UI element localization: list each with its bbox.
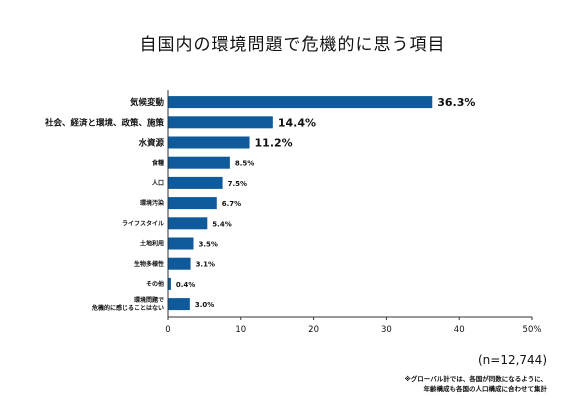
x-tick-label: 50%: [523, 325, 542, 335]
bar-value-label: 3.1%: [196, 261, 215, 269]
bar: [168, 237, 194, 250]
chart-title: 自国内の環境問題で危機的に思う項目: [139, 35, 446, 55]
bar: [168, 96, 433, 109]
bar-value-label: 8.5%: [235, 160, 254, 168]
bar-value-label: 0.4%: [176, 281, 195, 289]
bar-value-label: 6.7%: [222, 200, 241, 208]
sample-size: (n=12,744): [477, 353, 547, 367]
bar-value-label: 36.3%: [437, 96, 475, 109]
bar-value-label: 14.4%: [278, 116, 316, 129]
bar: [168, 298, 190, 311]
footnote-line-2: 年齢構成も各国の人口構成に合わせて集計: [423, 385, 548, 393]
category-label: 環境問題で: [134, 296, 164, 304]
x-tick-label: 0: [165, 325, 170, 335]
bar: [168, 257, 191, 270]
category-label: 水資源: [137, 137, 164, 148]
bar: [168, 277, 171, 290]
category-label: 危機的に感じることはない: [91, 304, 164, 312]
category-label: 気候変動: [130, 97, 165, 108]
category-label: 食糧: [151, 159, 164, 167]
bar: [168, 116, 273, 129]
x-tick-label: 30: [381, 325, 392, 335]
x-tick-label: 40: [454, 325, 465, 335]
category-label: 生物多様性: [134, 260, 164, 268]
bar-value-label: 3.0%: [195, 301, 214, 309]
category-label: 社会、経済と環境、政策、施策: [44, 117, 165, 128]
bar: [168, 217, 208, 230]
category-label: その他: [146, 280, 164, 288]
bar: [168, 176, 223, 189]
bar-value-label: 5.4%: [212, 220, 231, 228]
category-label: 人口: [152, 179, 164, 187]
x-tick-label: 20: [308, 325, 319, 335]
category-label: 環境汚染: [140, 199, 164, 207]
footnote-line-1: ※グローバル計では、各国が同数になるように、: [404, 375, 547, 383]
bar: [168, 136, 250, 149]
bar-value-label: 11.2%: [255, 137, 293, 150]
bar: [168, 197, 217, 210]
x-tick-label: 10: [235, 325, 246, 335]
category-label: ライフスタイル: [122, 219, 164, 227]
bar-value-label: 3.5%: [198, 241, 217, 249]
category-label: 土地利用: [140, 240, 164, 248]
bar-value-label: 7.5%: [228, 180, 247, 188]
bar: [168, 156, 230, 169]
